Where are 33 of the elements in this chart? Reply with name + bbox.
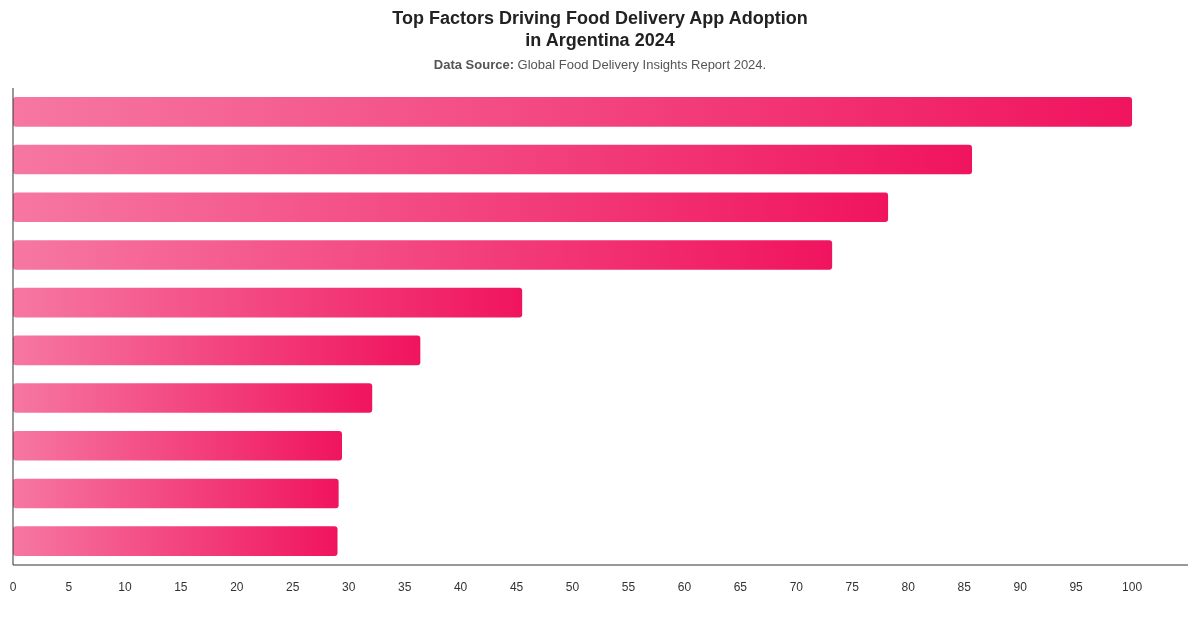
x-tick-label: 15 [174, 580, 188, 594]
bar [13, 478, 339, 509]
chart-title: Top Factors Driving Food Delivery App Adoption in Argentina 2024 [392, 8, 808, 50]
x-tick-label: 35 [397, 580, 412, 594]
x-tick-label: 50 [565, 580, 580, 594]
x-tick-label: 30 [342, 580, 356, 594]
x-tick-label: 65 [733, 580, 748, 594]
x-tick-label: 95 [1069, 580, 1084, 594]
bar [13, 144, 973, 175]
bar [13, 383, 373, 413]
x-tick-label: 40 [453, 580, 468, 594]
bar [13, 192, 889, 223]
x-tick-label: 5 [65, 580, 73, 594]
x-tick-label: 60 [677, 580, 692, 594]
bar [13, 430, 342, 461]
x-tick-label: 90 [1013, 580, 1028, 594]
bar [13, 335, 421, 366]
bar [13, 97, 1133, 127]
x-tick-label: 100 [1122, 580, 1143, 594]
bar [13, 240, 833, 270]
x-tick-label: 10 [118, 580, 132, 594]
x-tick-label: 75 [845, 580, 860, 594]
x-tick-label: 45 [509, 580, 524, 594]
x-tick-label: 25 [286, 580, 300, 594]
x-tick-label: 85 [957, 580, 972, 594]
bar [13, 287, 523, 318]
x-tick-label: 20 [230, 580, 244, 594]
x-tick-label: 0 [9, 580, 17, 594]
x-tick-label: 80 [901, 580, 916, 594]
x-tick-label: 55 [621, 580, 636, 594]
bar [13, 526, 338, 556]
x-tick-label: 70 [789, 580, 804, 594]
chart-subtitle: Data Source: Global Food Delivery Insights Report 2024. [433, 57, 767, 72]
